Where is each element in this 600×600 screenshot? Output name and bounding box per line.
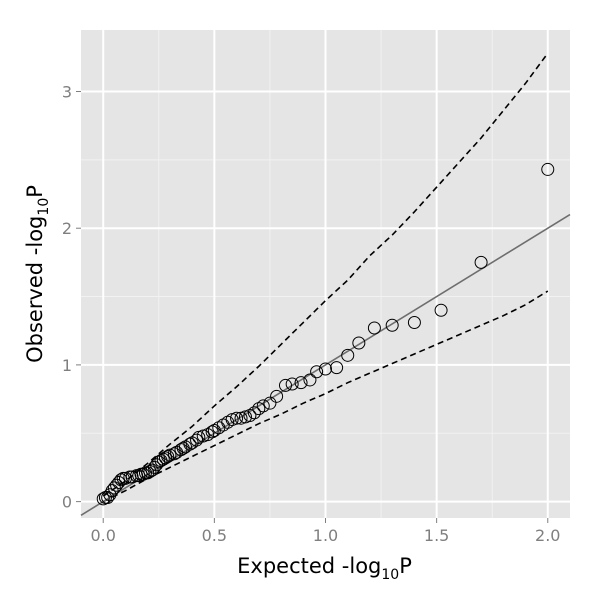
data-points [96,162,555,506]
data-point [112,475,126,489]
data-point [303,373,317,387]
x-tick-label: 0.0 [91,526,116,545]
data-point [183,437,197,451]
x-tick-label: 1.0 [313,526,338,545]
data-point [434,303,448,317]
y-tick-label: 2 [62,219,72,238]
data-point [161,449,175,463]
data-point [256,399,270,413]
data-point [270,389,284,403]
y-axis-ticks: 0 1 2 3 [62,83,81,512]
data-point [407,316,421,330]
data-point [230,411,244,425]
confidence-bands [102,52,549,503]
data-point [310,365,324,379]
y-tick-label: 0 [62,493,72,512]
data-point [101,491,115,504]
data-point [278,378,292,392]
data-point [263,396,277,410]
data-point [341,348,355,362]
x-tick-label: 0.5 [202,526,227,545]
data-point [541,162,555,176]
x-tick-label: 2.0 [535,526,560,545]
y-axis-title: Observed -log10P [23,185,52,363]
upper-confidence-band [102,52,549,497]
x-axis-title: Expected -log10P [237,554,412,583]
data-point [367,321,381,335]
data-point [294,376,308,390]
y-tick-label: 3 [62,83,72,102]
data-point [352,336,366,350]
data-point [205,425,219,439]
data-point [190,433,204,447]
lower-confidence-band [102,290,549,503]
x-axis-ticks: 0.0 0.5 1.0 1.5 2.0 [91,518,560,545]
x-tick-label: 1.5 [424,526,449,545]
data-point [143,465,157,479]
data-point [285,377,299,391]
data-point [247,406,261,420]
data-point [319,362,332,376]
data-point [385,318,399,332]
data-point [474,255,488,269]
y-tick-label: 1 [62,356,72,375]
data-point [330,361,344,375]
